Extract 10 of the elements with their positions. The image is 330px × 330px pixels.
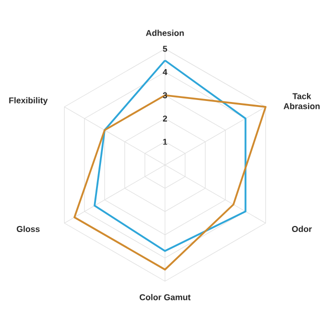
spoke-label: Odor [292, 226, 312, 232]
spoke-label: Tack Abrasion [284, 93, 320, 110]
y-tick-label: 5 [162, 46, 168, 52]
y-tick-label: 1 [163, 138, 168, 145]
y-tick-label: 2 [162, 116, 168, 122]
spoke-label: Gloss [16, 226, 40, 232]
spoke-label: Color Gamut [140, 294, 191, 300]
spoke-label: Adhesion [146, 30, 184, 36]
y-tick-label: 4 [162, 69, 168, 75]
spoke-label: Flexibility [9, 97, 48, 106]
